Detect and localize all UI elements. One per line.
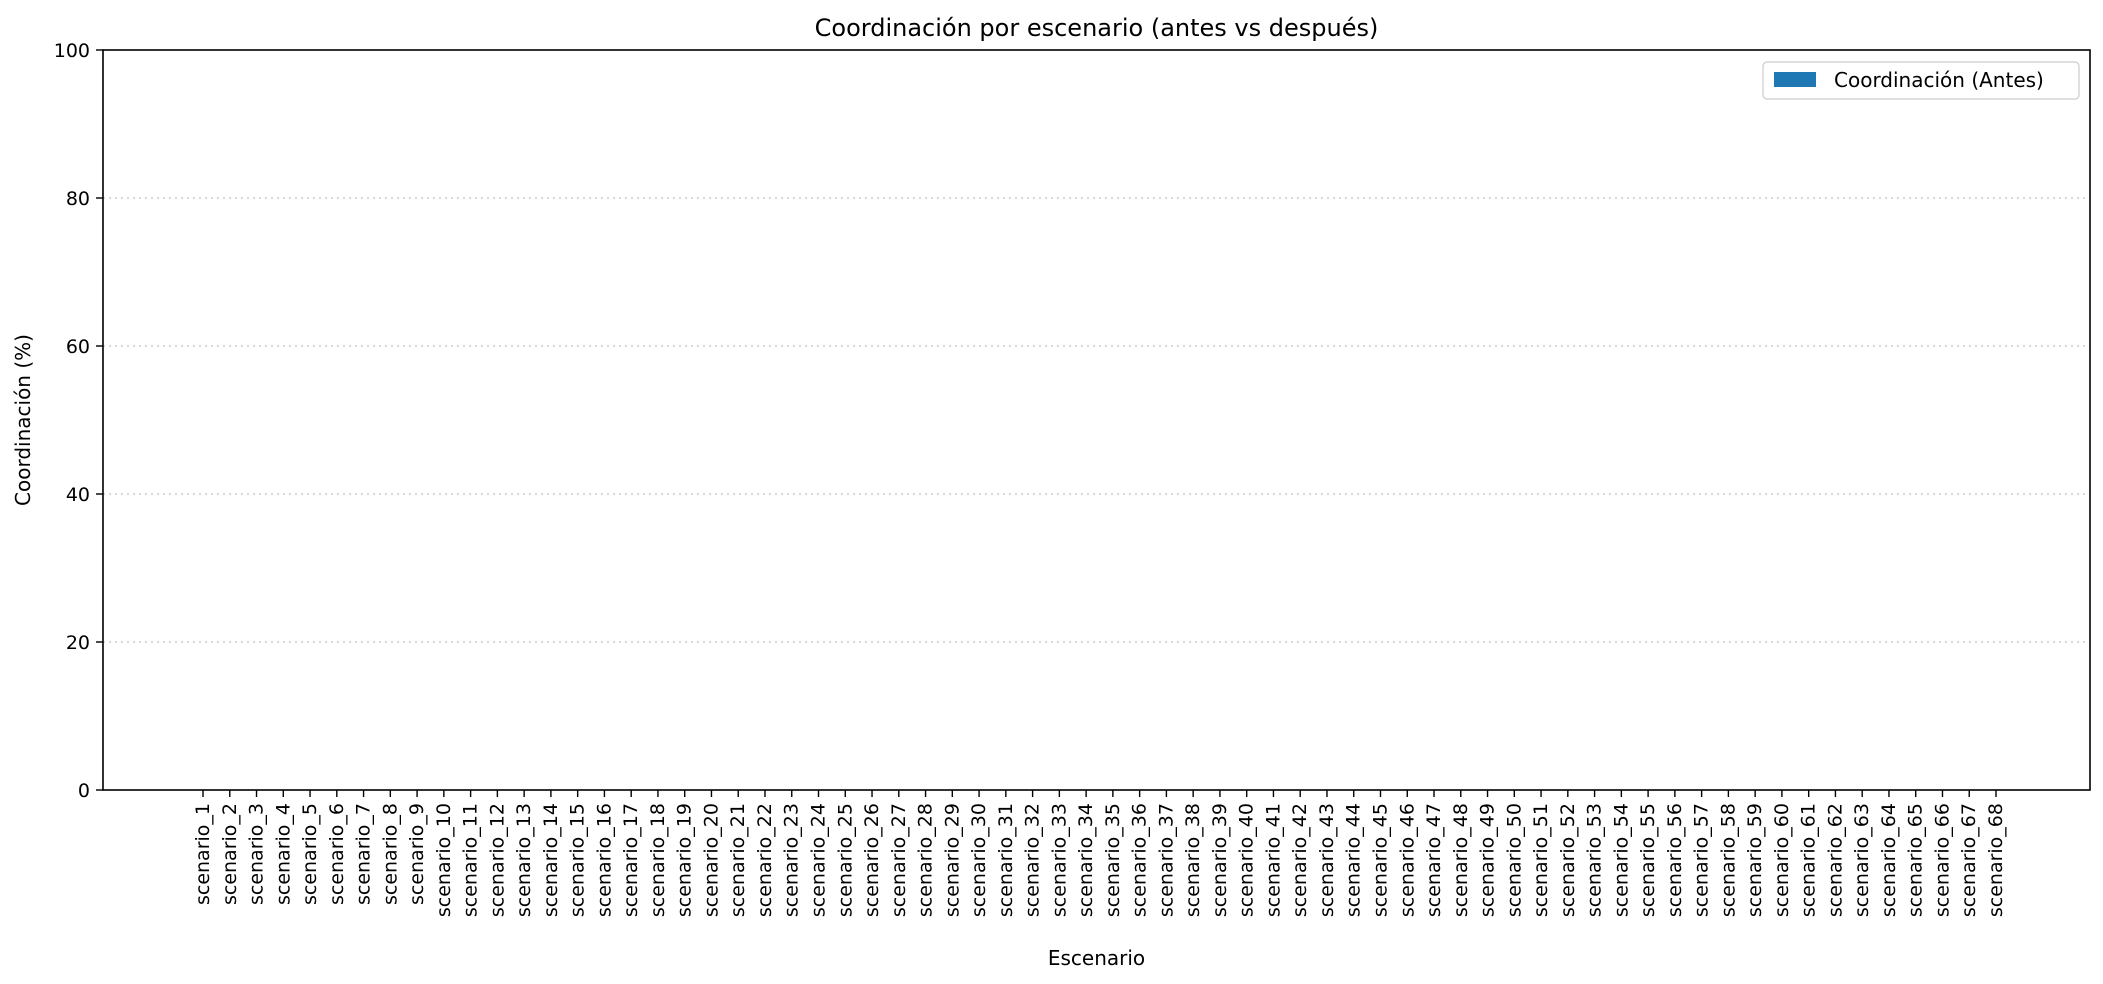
x-tick-label: scenario_38 <box>1182 803 1204 917</box>
x-tick-label: scenario_15 <box>567 803 589 917</box>
legend-box <box>1762 61 2080 100</box>
x-tick-label: scenario_57 <box>1691 803 1713 917</box>
x-tick-label: scenario_1 <box>192 803 214 905</box>
x-tick-label: scenario_5 <box>299 803 321 905</box>
x-tick-label: scenario_4 <box>272 803 294 905</box>
y-tick-label: 100 <box>54 40 90 62</box>
x-tick-label: scenario_49 <box>1477 803 1499 917</box>
x-tick-label: scenario_40 <box>1236 803 1258 917</box>
x-tick-label: scenario_20 <box>700 803 722 917</box>
legend: Coordinación (Antes) <box>1762 61 2080 100</box>
x-tick-label: scenario_37 <box>1155 803 1177 917</box>
plot-frame <box>102 49 2091 791</box>
x-tick-label: scenario_8 <box>379 803 401 905</box>
x-tick-label: scenario_3 <box>246 803 268 905</box>
x-tick-label: scenario_32 <box>1022 803 1044 917</box>
x-tick-label: scenario_34 <box>1075 803 1097 917</box>
x-tick-label: scenario_55 <box>1637 803 1659 917</box>
x-tick-label: scenario_56 <box>1664 803 1686 917</box>
x-tick-label: scenario_28 <box>915 803 937 917</box>
x-tick-label: scenario_25 <box>834 803 856 917</box>
x-tick-label: scenario_54 <box>1610 803 1632 917</box>
x-tick-label: scenario_50 <box>1503 803 1525 917</box>
x-tick-label: scenario_14 <box>540 803 562 917</box>
x-tick-label: scenario_13 <box>513 803 535 917</box>
y-tick-label: 60 <box>66 336 90 358</box>
x-tick-label: scenario_11 <box>460 803 482 917</box>
x-tick-label: scenario_65 <box>1905 803 1927 917</box>
chart-title: Coordinación por escenario (antes vs des… <box>815 14 1379 42</box>
x-tick-label: scenario_51 <box>1530 803 1552 917</box>
x-tick-label: scenario_2 <box>219 803 241 905</box>
x-tick-label: scenario_39 <box>1209 803 1231 917</box>
x-tick-label: scenario_53 <box>1584 803 1606 917</box>
x-tick-label: scenario_63 <box>1851 803 1873 917</box>
x-tick-label: scenario_27 <box>888 803 910 917</box>
y-tick-label: 0 <box>78 780 90 802</box>
x-tick-label: scenario_26 <box>861 803 883 917</box>
x-tick-label: scenario_35 <box>1102 803 1124 917</box>
x-tick-label: scenario_6 <box>326 803 348 905</box>
x-tick-label: scenario_68 <box>1985 803 2007 917</box>
y-axis-ticks: 0 20 40 60 80 100 <box>54 40 103 802</box>
y-tick-label: 80 <box>66 188 90 210</box>
x-tick-label: scenario_33 <box>1048 803 1070 917</box>
x-tick-label: scenario_12 <box>486 803 508 917</box>
y-tick-label: 20 <box>66 632 90 654</box>
x-tick-label: scenario_10 <box>433 803 455 917</box>
x-tick-label: scenario_44 <box>1343 803 1365 917</box>
y-axis-label: Coordinación (%) <box>11 334 35 506</box>
x-tick-label: scenario_41 <box>1262 803 1284 917</box>
x-tick-label: scenario_62 <box>1824 803 1846 917</box>
x-tick-label: scenario_29 <box>941 803 963 917</box>
x-tick-label: scenario_47 <box>1423 803 1445 917</box>
y-gridlines <box>103 197 2090 643</box>
x-tick-label: scenario_23 <box>781 803 803 917</box>
x-tick-label: scenario_42 <box>1289 803 1311 917</box>
x-tick-label: scenario_59 <box>1744 803 1766 917</box>
x-tick-label: scenario_46 <box>1396 803 1418 917</box>
legend-swatch <box>1774 72 1816 87</box>
x-tick-label: scenario_22 <box>754 803 776 917</box>
x-tick-label: scenario_58 <box>1717 803 1739 917</box>
x-axis-ticks: scenario_1 scenario_2 scenario_3 scenario_4… <box>192 790 2007 917</box>
x-tick-label: scenario_30 <box>968 803 990 917</box>
legend-entry: Coordinación (Antes) <box>1834 68 2044 92</box>
x-tick-label: scenario_67 <box>1958 803 1980 917</box>
x-tick-label: scenario_66 <box>1931 803 1953 917</box>
x-tick-label: scenario_19 <box>674 803 696 917</box>
x-tick-label: scenario_18 <box>647 803 669 917</box>
x-tick-label: scenario_60 <box>1771 803 1793 917</box>
x-tick-label: scenario_45 <box>1369 803 1391 917</box>
x-tick-label: scenario_43 <box>1316 803 1338 917</box>
x-tick-label: scenario_61 <box>1798 803 1820 917</box>
x-tick-label: scenario_16 <box>593 803 615 917</box>
x-tick-label: scenario_9 <box>406 803 428 905</box>
x-tick-label: scenario_64 <box>1878 803 1900 917</box>
x-tick-label: scenario_17 <box>620 803 642 917</box>
x-tick-label: scenario_36 <box>1129 803 1151 917</box>
y-tick-label: 40 <box>66 484 90 506</box>
x-axis-label: Escenario <box>1048 946 1145 970</box>
x-tick-label: scenario_24 <box>808 803 830 917</box>
x-tick-label: scenario_7 <box>353 803 375 905</box>
x-tick-label: scenario_21 <box>727 803 749 917</box>
x-tick-label: scenario_31 <box>995 803 1017 917</box>
x-tick-label: scenario_48 <box>1450 803 1472 917</box>
x-tick-label: scenario_52 <box>1557 803 1579 917</box>
